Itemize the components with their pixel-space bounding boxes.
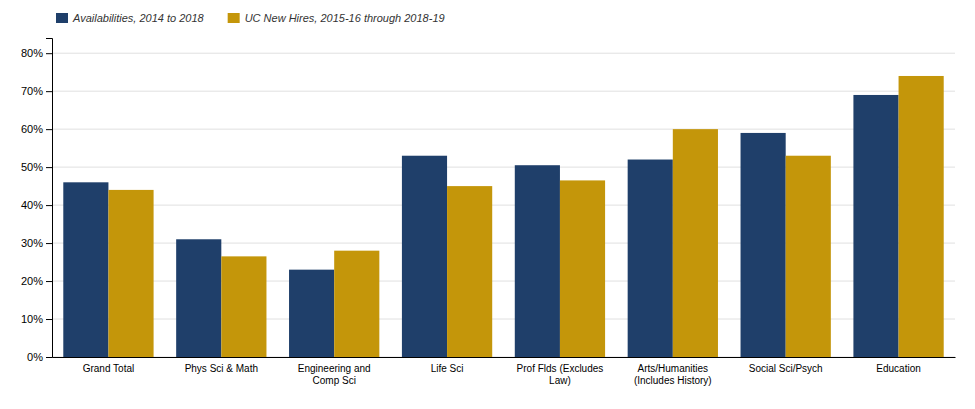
tick-mark: [46, 205, 52, 206]
tick-label-line: Arts/Humanities: [638, 363, 709, 374]
tick-label: 80%: [21, 47, 43, 59]
bar: [853, 95, 898, 357]
bar: [402, 156, 447, 357]
chart: 0% 10% 20% 30% 40% 50% 60% 70% 80% Grand Total Phy…: [0, 0, 975, 409]
tick-label: Phys Sci & Math: [185, 363, 258, 374]
tick-mark: [46, 243, 52, 244]
series: [63, 95, 898, 357]
tick: 60%: [21, 123, 52, 135]
tick-label-line: Life Sci: [431, 363, 464, 374]
tick: 50%: [21, 161, 52, 173]
tick-label: 10%: [21, 313, 43, 325]
tick-label: 50%: [21, 161, 43, 173]
tick-label-line: Law): [549, 375, 571, 386]
tick: 20%: [21, 275, 52, 287]
tick-mark: [46, 357, 52, 358]
tick: 70%: [21, 85, 52, 97]
tick-label-line: Comp Sci: [313, 375, 356, 386]
tick-label: Education: [876, 363, 920, 374]
tick: Education: [876, 357, 920, 374]
tick-label-line: Phys Sci & Math: [185, 363, 258, 374]
tick: 30%: [21, 237, 52, 249]
tick-label-line: Education: [876, 363, 920, 374]
grid-line: [52, 129, 955, 130]
bar: [899, 76, 944, 357]
tick: 10%: [21, 313, 52, 325]
tick-label: Social Sci/Psych: [749, 363, 823, 374]
tick: 80%: [21, 47, 52, 59]
bar: [673, 129, 718, 357]
legend-item: Availabilities, 2014 to 2018: [56, 12, 205, 24]
grid-line: [52, 91, 955, 92]
tick: 40%: [21, 199, 52, 211]
tick-label: Prof Flds (ExcludesLaw): [517, 363, 604, 386]
tick: Phys Sci & Math: [185, 357, 258, 374]
bars: [63, 76, 943, 357]
grid: [52, 53, 955, 357]
tick: 0%: [27, 351, 52, 363]
tick-label: 60%: [21, 123, 43, 135]
plot: 0% 10% 20% 30% 40% 50% 60% 70% 80% Grand Total Phy…: [21, 39, 956, 386]
bar: [176, 239, 221, 357]
tick-label: Engineering andComp Sci: [298, 363, 371, 386]
tick: Social Sci/Psych: [749, 357, 823, 374]
tick-label-line: Social Sci/Psych: [749, 363, 823, 374]
tick-label: Grand Total: [83, 363, 135, 374]
series: [108, 76, 943, 357]
tick-mark: [46, 281, 52, 282]
legend-swatch: [56, 13, 68, 23]
legend-label: UC New Hires, 2015-16 through 2018-19: [245, 12, 445, 24]
bar: [221, 256, 266, 357]
tick-mark: [46, 53, 52, 54]
y-axis: 0% 10% 20% 30% 40% 50% 60% 70% 80%: [21, 39, 53, 364]
tick-label-line: Prof Flds (Excludes: [517, 363, 604, 374]
tick-mark: [46, 319, 52, 320]
tick-label: 40%: [21, 199, 43, 211]
bar: [515, 165, 560, 357]
tick-mark: [46, 91, 52, 92]
bar: [63, 182, 108, 357]
tick-label: 20%: [21, 275, 43, 287]
bar: [289, 270, 334, 357]
tick-label: 30%: [21, 237, 43, 249]
axis-line: [53, 357, 956, 358]
bar: [741, 133, 786, 357]
tick: Arts/Humanities(Includes History): [634, 357, 712, 386]
tick: Life Sci: [431, 357, 464, 374]
tick-label: Arts/Humanities(Includes History): [634, 363, 712, 386]
tick-label-line: (Includes History): [634, 375, 712, 386]
tick: Prof Flds (ExcludesLaw): [517, 357, 604, 386]
tick: Grand Total: [83, 357, 135, 374]
tick: Engineering andComp Sci: [298, 357, 371, 386]
bar: [628, 160, 673, 357]
grid-line: [52, 53, 955, 54]
legend-label: Availabilities, 2014 to 2018: [72, 12, 205, 24]
tick-label-line: Grand Total: [83, 363, 135, 374]
x-axis: Grand Total Phys Sci & Math Engineering an…: [53, 357, 956, 386]
legend: Availabilities, 2014 to 2018 UC New Hires…: [56, 12, 445, 24]
bar: [786, 156, 831, 357]
tick-mark: [46, 167, 52, 168]
tick-label: Life Sci: [431, 363, 464, 374]
bar: [447, 186, 492, 357]
bar: [560, 180, 605, 357]
axis-line: [46, 39, 53, 358]
legend-item: UC New Hires, 2015-16 through 2018-19: [228, 12, 445, 24]
bar: [108, 190, 153, 357]
bar: [334, 251, 379, 357]
tick-label-line: Engineering and: [298, 363, 371, 374]
tick-mark: [46, 129, 52, 130]
tick-label: 70%: [21, 85, 43, 97]
tick-label: 0%: [27, 351, 43, 363]
legend-swatch: [228, 13, 240, 23]
